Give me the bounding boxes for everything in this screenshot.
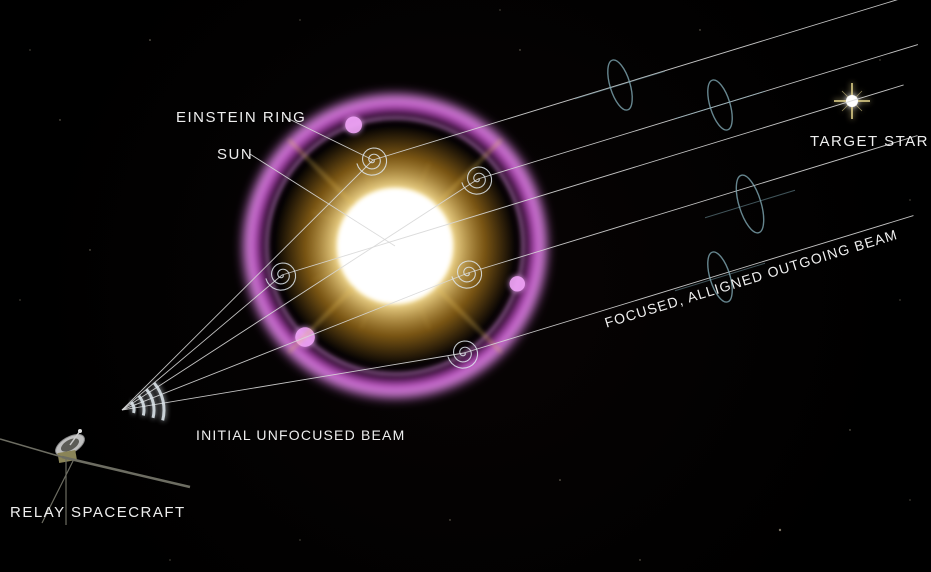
signal-wave-icon: [131, 402, 134, 413]
diagram-svg: [0, 0, 931, 572]
label-initial-beam: INITIAL UNFOCUSED BEAM: [196, 427, 405, 443]
label-relay-spacecraft: RELAY SPACECRAFT: [10, 504, 186, 521]
label-target-star: TARGET STAR: [810, 133, 929, 150]
diagram-stage: { "canvas": { "w": 931, "h": 572, "backg…: [0, 0, 931, 572]
label-sun: SUN: [217, 146, 253, 163]
signal-wave-icon: [139, 396, 144, 416]
label-einstein-ring: EINSTEIN RING: [176, 109, 306, 126]
